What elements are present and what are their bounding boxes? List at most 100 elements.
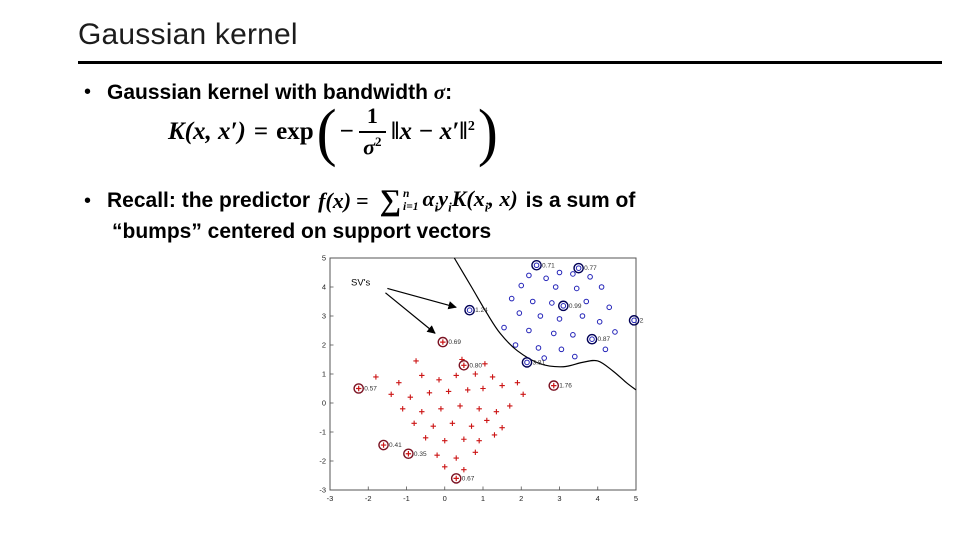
neg-point [426,390,433,396]
pos-point [572,353,578,360]
sv-alpha-label: 0.69 [448,339,461,346]
pos-point [570,271,576,277]
neg-point [493,409,500,415]
pos-point [543,275,549,282]
support-vector-ring [458,360,470,371]
neg-point [405,451,412,457]
pos-point [541,355,547,361]
neg-point [472,449,479,455]
neg-point [440,339,446,345]
norm-exponent: 2 [467,119,475,134]
bullet-marker: • [84,189,92,212]
neg-point [396,380,402,386]
pos-point [526,272,532,279]
support-vector-ring [558,300,569,312]
sum-upper-limit: n [403,188,410,201]
x-tick-label: 3 [557,494,561,503]
page-title: Gaussian kernel [78,18,298,51]
support-vector-ring [437,336,449,348]
pos-point [598,284,605,290]
equals-sign: = [356,188,369,213]
bullet2-line2: “bumps” centered on support vectors [112,220,492,243]
fraction: 1 σ2 [358,103,386,160]
pos-point [558,346,565,353]
pos-point [589,336,595,342]
fraction-numerator: 1 [358,103,386,133]
pos-point [529,298,536,305]
bullet-gaussian-kernel: • Gaussian kernel with bandwidth σ: [84,80,452,105]
neg-point [430,423,436,429]
sv-alpha-label: 0.35 [414,451,427,458]
neg-point [407,394,414,400]
neg-point [476,438,482,444]
y-tick-label: 3 [322,312,326,321]
neg-point [419,409,425,415]
pos-point [631,317,637,324]
sigma-exponent: 2 [375,133,382,149]
neg-point [445,388,452,395]
bullet-marker: • [84,81,92,103]
pos-point [526,327,532,334]
x-tick-label: 4 [596,494,600,503]
predictor-formula: f(x) = ∑ n i=1 αiyiK(xi, x) [318,186,518,216]
y-tick-label: 0 [322,399,326,408]
pos-point [583,298,590,305]
pos-point [535,345,542,351]
sv-alpha-label: 3.81 [532,359,545,366]
sv-alpha-label: 2.74 [640,317,644,324]
pos-point [550,330,557,337]
support-vector-ring [403,448,414,460]
neg-point [419,372,425,379]
pos-point [556,316,563,322]
neg-point [442,464,448,470]
support-vector-ring [586,333,598,345]
pos-point [575,265,582,271]
pos-point [587,274,593,280]
pos-point [596,319,603,325]
sv-alpha-label: 1.24 [475,307,488,314]
neg-point [472,371,479,377]
sv-alpha-label: 0.41 [389,442,402,449]
bullet-recall-predictor: • Recall: the predictor f(x) = ∑ n i=1 α… [84,186,635,216]
pos-point [466,307,473,314]
y-tick-label: 1 [322,370,326,379]
neg-point [453,455,459,461]
neg-point [520,391,526,397]
support-vector-ring [628,315,640,326]
neg-point [453,372,459,379]
neg-point [442,438,448,444]
neg-point [499,382,505,389]
pos-point [518,282,525,289]
sv-alpha-label: 0.80 [469,362,482,369]
minus-sign: − [339,118,354,145]
y-tick-label: -2 [319,457,326,466]
pos-point [524,359,530,366]
neg-point [491,432,498,438]
support-vector-ring [573,262,584,274]
pos-point [549,300,555,306]
neg-point [422,435,429,441]
neg-point [436,377,442,383]
x-tick-label: -3 [327,494,334,503]
neg-point [453,475,459,482]
subscript-i: i [484,199,489,215]
sv-alpha-label: 0.99 [569,303,582,310]
neg-point [355,385,362,392]
pos-point [579,313,586,319]
decision-boundary [453,257,637,391]
pos-point [512,342,519,348]
sigma-symbol: σ [363,134,376,160]
pos-point [560,303,567,309]
sv-annotation-arrow [387,287,457,310]
sv-alpha-label: 0.67 [462,475,475,482]
neg-point [373,374,379,380]
close-paren: ) [477,96,498,168]
pos-point [537,313,544,319]
support-vector-ring [450,473,462,484]
neg-point [482,361,488,367]
neg-point [489,374,496,380]
summation-symbol: ∑ [379,184,401,217]
x-tick-label: -1 [403,494,410,503]
scatter-plot: -3 -2 -1 0 1 2 3 4 5 -3 -2 -1 0 1 2 3 4 5 0.71 0.77 1.24 0.99… [319,254,652,503]
